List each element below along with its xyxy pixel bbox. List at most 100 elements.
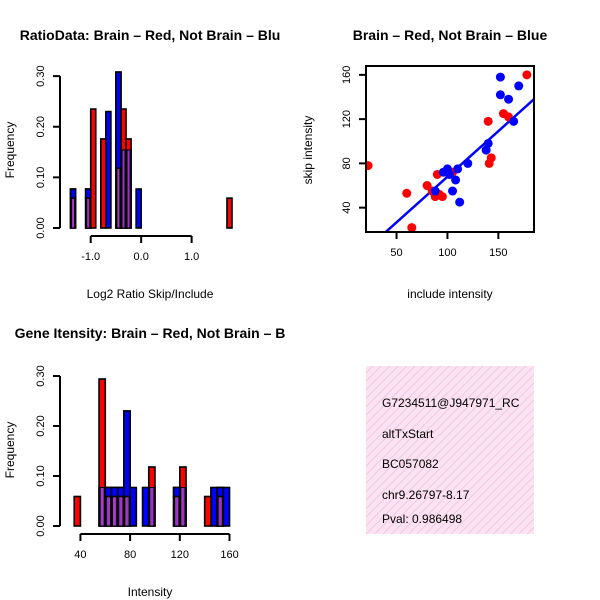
ratio-histogram-x-tick-label: 1.0 (184, 251, 199, 263)
info-line-location: chr9.26797-8.17 (382, 488, 470, 502)
scatter-x-tick-label: 100 (438, 247, 456, 259)
gene-intensity-bar-not-brain-top (104, 486, 113, 498)
gene-intensity-y-tick-label: 0.00 (35, 515, 47, 536)
info-panel-clip: G7234511@J947971_RC altTxStart BC057082 … (382, 396, 520, 526)
gene-intensity-bar-brain (73, 495, 82, 527)
scatter-x-tick-label: 50 (390, 247, 402, 259)
gene-intensity-bar-overlap (174, 496, 180, 527)
ratio-histogram-bar-brain (100, 138, 107, 229)
ratio-histogram-bar-overlap (121, 149, 126, 229)
ratio-histogram-bar-not-brain (135, 188, 142, 229)
ratio-histogram-xlabel: Log2 Ratio Skip/Include (87, 287, 214, 301)
ratio-histogram-y-tick-label: 0.00 (35, 217, 47, 238)
scatter-point-brain (483, 116, 493, 126)
gene-intensity-bar-not-brain-top (110, 486, 119, 498)
scatter-xlabel: include intensity (407, 287, 492, 301)
scatter-axes: 50 100 150 40 80 120 160 (341, 65, 535, 259)
info-panel-background (366, 366, 534, 534)
gene-intensity-bar-not-brain (141, 486, 150, 527)
scatter-point-not-brain (451, 175, 461, 185)
ratio-histogram-axes: -1.0 0.0 1.0 0.00 0.10 0.20 0.30 (35, 65, 199, 263)
info-line-accession: BC057082 (382, 457, 439, 471)
ratio-histogram-bar-not-brain-top (84, 188, 92, 199)
scatter-point-not-brain (495, 90, 505, 100)
gene-intensity-bar-not-brain (222, 486, 231, 527)
scatter-title: Brain – Red, Not Brain – Blue (353, 27, 548, 43)
info-line-gene-id: G7234511@J947971_RC (382, 396, 520, 410)
ratio-histogram-bar-brain (89, 108, 97, 229)
ratio-histogram-bar-overlap (116, 167, 121, 229)
ratio-histogram-ylabel: Frequency (3, 122, 17, 179)
scatter-point-not-brain (448, 186, 458, 196)
gene-intensity-bar-overlap (118, 496, 124, 527)
gene-intensity-x-tick-label: 40 (74, 549, 86, 561)
ratio-histogram-bar-brain (226, 197, 233, 229)
gene-intensity-xlabel: Intensity (128, 585, 173, 599)
ratio-histogram: RatioData: Brain – Red, Not Brain – Blu … (3, 27, 280, 301)
intensity-scatter: Brain – Red, Not Brain – Blue include in… (301, 27, 547, 301)
gene-intensity-bar-overlap (111, 496, 118, 527)
gene-intensity-y-tick-label: 0.10 (35, 465, 47, 486)
gene-intensity-x-tick-label: 120 (171, 549, 189, 561)
gene-intensity-bar-not-brain-top (116, 486, 125, 498)
gene-intensity-y-tick-label: 0.20 (35, 415, 47, 436)
gene-intensity-x-tick-label: 160 (220, 549, 238, 561)
scatter-point-brain (486, 153, 496, 163)
scatter-y-tick-label: 120 (341, 110, 353, 128)
scatter-x-tick-label: 150 (489, 247, 507, 259)
ratio-histogram-bar-overlap (126, 149, 131, 229)
scatter-point-not-brain (453, 164, 463, 174)
ratio-histogram-x-tick-label: 0.0 (134, 251, 149, 263)
scatter-y-tick-label: 40 (341, 202, 353, 214)
scatter-point-not-brain (444, 169, 454, 179)
gene-intensity-bar-overlap (180, 487, 186, 527)
scatter-point-not-brain (455, 197, 465, 207)
scatter-points (366, 70, 534, 232)
gene-intensity-bar-not-brain-top (123, 410, 131, 498)
gene-intensity-bar-not-brain-top (172, 486, 181, 498)
gene-intensity-x-tick-label: 80 (124, 549, 136, 561)
gene-intensity-bar-not-brain (210, 486, 218, 527)
gene-intensity-bar-overlap (149, 487, 155, 527)
gene-intensity-y-tick-label: 0.30 (35, 365, 47, 386)
gene-intensity-ylabel: Frequency (3, 422, 17, 479)
scatter-point-brain (437, 192, 447, 202)
scatter-point-brain (522, 70, 532, 80)
ratio-histogram-x-tick-label: -1.0 (81, 251, 100, 263)
ratio-histogram-bars (69, 71, 233, 229)
gene-intensity-bar-overlap (105, 496, 111, 527)
ratio-histogram-y-tick-label: 0.10 (35, 167, 47, 188)
ratio-histogram-bar-not-brain-top (69, 188, 77, 199)
scatter-point-not-brain (483, 138, 493, 148)
scatter-y-tick-label: 80 (341, 157, 353, 169)
gene-intensity-bar-overlap (217, 496, 223, 527)
scatter-point-brain (366, 161, 373, 171)
scatter-point-brain (407, 223, 417, 232)
scatter-point-brain (402, 188, 412, 198)
scatter-plot-frame (365, 65, 535, 233)
ratio-histogram-bar-not-brain-top (115, 71, 122, 170)
info-line-event-type: altTxStart (382, 427, 434, 441)
gene-intensity-bar-not-brain (129, 486, 138, 527)
scatter-ylabel: skip intensity (301, 116, 315, 185)
scatter-y-tick-label: 160 (341, 66, 353, 84)
scatter-point-not-brain (430, 186, 440, 196)
scatter-point-not-brain (463, 158, 473, 168)
gene-intensity-bars (73, 378, 231, 527)
ratio-histogram-bar-overlap (71, 197, 76, 229)
gene-intensity-title: Gene Itensity: Brain – Red, Not Brain – … (15, 325, 286, 341)
gene-intensity-bar-overlap (124, 496, 130, 527)
ratio-histogram-bar-overlap (86, 197, 91, 229)
scatter-plot-area (366, 70, 534, 232)
gene-intensity-bar-not-brain-top (216, 486, 225, 498)
gene-intensity-axes: 40 80 120 160 0.00 0.10 0.20 0.30 (35, 365, 239, 561)
ratio-histogram-y-tick-label: 0.20 (35, 116, 47, 137)
info-line-pval: Pval: 0.986498 (382, 512, 462, 526)
scatter-point-not-brain (514, 81, 524, 91)
info-panel: G7234511@J947971_RC altTxStart BC057082 … (366, 366, 534, 534)
scatter-point-not-brain (504, 94, 514, 104)
ratio-histogram-title: RatioData: Brain – Red, Not Brain – Blu (20, 27, 281, 43)
gene-intensity-bar-overlap (99, 487, 105, 527)
gene-intensity-histogram: Gene Itensity: Brain – Red, Not Brain – … (3, 325, 285, 599)
gene-intensity-bar-brain (203, 495, 212, 527)
